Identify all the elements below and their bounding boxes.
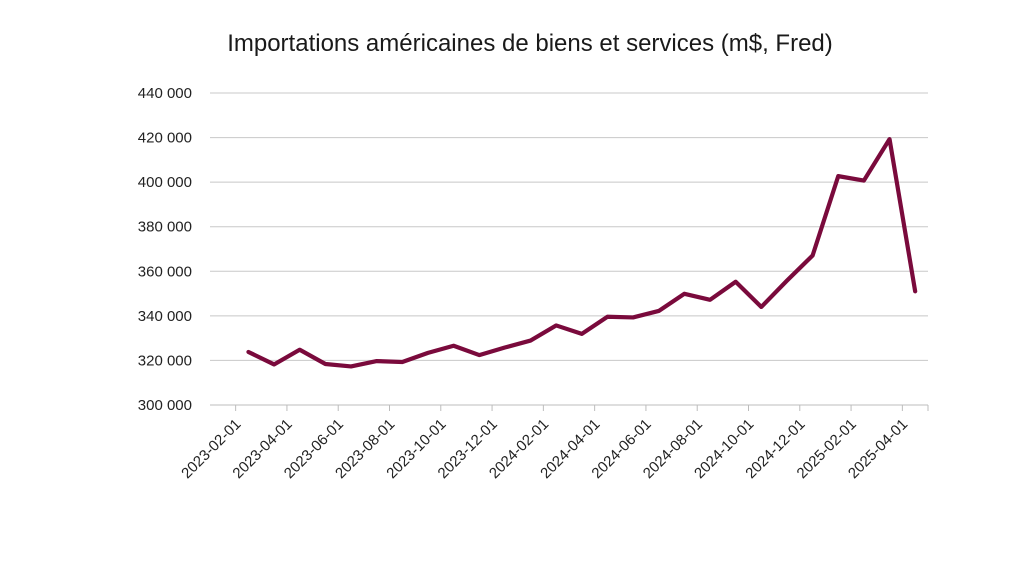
chart-title: Importations américaines de biens et ser…	[227, 30, 833, 57]
series-layer	[246, 137, 918, 369]
y-tick-label: 400 000	[138, 174, 192, 191]
y-tick-label: 320 000	[138, 352, 192, 369]
y-tick-label: 300 000	[138, 397, 192, 414]
y-tick-label: 420 000	[138, 130, 192, 147]
y-tick-label: 380 000	[138, 219, 192, 236]
y-tick-label: 360 000	[138, 263, 192, 280]
y-tick-label: 340 000	[138, 308, 192, 325]
y-axis-tick-labels: 300 000 320 000 340 000 360 000 380 000 400 0…	[138, 85, 192, 414]
axes	[210, 404, 929, 411]
series-line-importations	[246, 137, 918, 369]
y-tick-label: 440 000	[138, 85, 192, 102]
x-axis-tick-labels: 2023-02-012023-04-012023-06-012023-08-01…	[178, 416, 911, 482]
gridlines	[210, 92, 928, 361]
